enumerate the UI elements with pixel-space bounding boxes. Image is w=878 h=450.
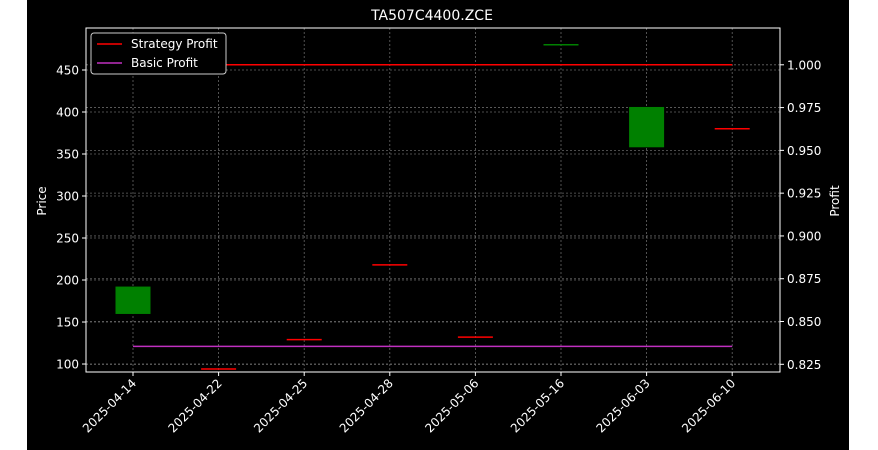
y2-axis-label: Profit bbox=[828, 185, 842, 217]
candle bbox=[115, 286, 151, 314]
legend-box bbox=[90, 32, 227, 75]
y2-tick-label: 0.900 bbox=[787, 229, 821, 243]
y2-tick-label: 0.975 bbox=[787, 101, 821, 115]
y2-tick-label: 0.950 bbox=[787, 144, 821, 158]
y2-tick-label: 0.825 bbox=[787, 358, 821, 372]
y2-tick-label: 0.850 bbox=[787, 315, 821, 329]
y-tick-label: 250 bbox=[56, 232, 79, 246]
y2-tick-label: 0.925 bbox=[787, 187, 821, 201]
plot-frame bbox=[85, 27, 781, 373]
y-tick-label: 200 bbox=[56, 274, 79, 288]
y-tick-label: 400 bbox=[56, 106, 79, 120]
y-tick-label: 150 bbox=[56, 316, 79, 330]
candle bbox=[629, 106, 665, 148]
y2-tick-label: 1.000 bbox=[787, 58, 821, 72]
y-tick-label: 100 bbox=[56, 358, 79, 372]
legend-label-strategy-profit: Strategy Profit bbox=[131, 37, 218, 51]
grid bbox=[86, 28, 780, 372]
legend-label-basic-profit: Basic Profit bbox=[131, 56, 198, 70]
legend: Strategy Profit Basic Profit bbox=[90, 32, 227, 75]
marks bbox=[115, 44, 750, 370]
y-tick-label: 300 bbox=[56, 190, 79, 204]
chart-title: TA507C4400.ZCE bbox=[370, 8, 493, 24]
y-tick-label: 350 bbox=[56, 148, 79, 162]
y2-tick-label: 0.875 bbox=[787, 272, 821, 286]
y-axis-label: Price bbox=[35, 186, 49, 215]
chart-background bbox=[27, 0, 849, 450]
y-tick-label: 450 bbox=[56, 64, 79, 78]
